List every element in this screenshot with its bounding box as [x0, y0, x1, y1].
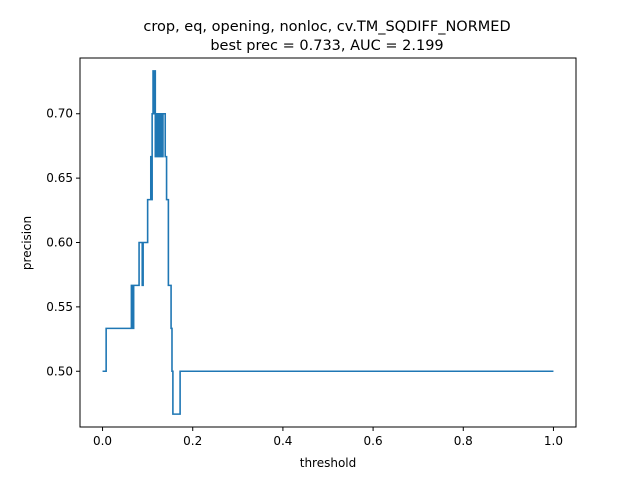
y-tick-label: 0.55 [46, 300, 73, 314]
chart-title: crop, eq, opening, nonloc, cv.TM_SQDIFF_… [143, 19, 510, 35]
x-axis-label: threshold [300, 456, 357, 470]
x-tick-label: 0.0 [93, 434, 112, 448]
y-tick-label: 0.65 [46, 171, 73, 185]
x-tick-label: 0.8 [454, 434, 473, 448]
plot-area [102, 70, 554, 415]
y-axis-label: precision [20, 216, 34, 270]
axis-ticks: 0.0 0.2 0.4 0.6 0.8 1.0 0.50 0.55 0.60 0.65 0.70 [46, 107, 563, 448]
x-tick-label: 0.2 [183, 434, 202, 448]
y-tick-label: 0.50 [46, 364, 73, 378]
x-tick-label: 0.4 [273, 434, 292, 448]
y-tick-label: 0.70 [46, 107, 73, 121]
x-tick-label: 1.0 [544, 434, 563, 448]
chart-subtitle: best prec = 0.733, AUC = 2.199 [210, 38, 443, 54]
y-tick-label: 0.60 [46, 236, 73, 250]
axes-frame [79, 57, 577, 428]
series-line-0 [102, 70, 554, 415]
x-tick-label: 0.6 [364, 434, 383, 448]
